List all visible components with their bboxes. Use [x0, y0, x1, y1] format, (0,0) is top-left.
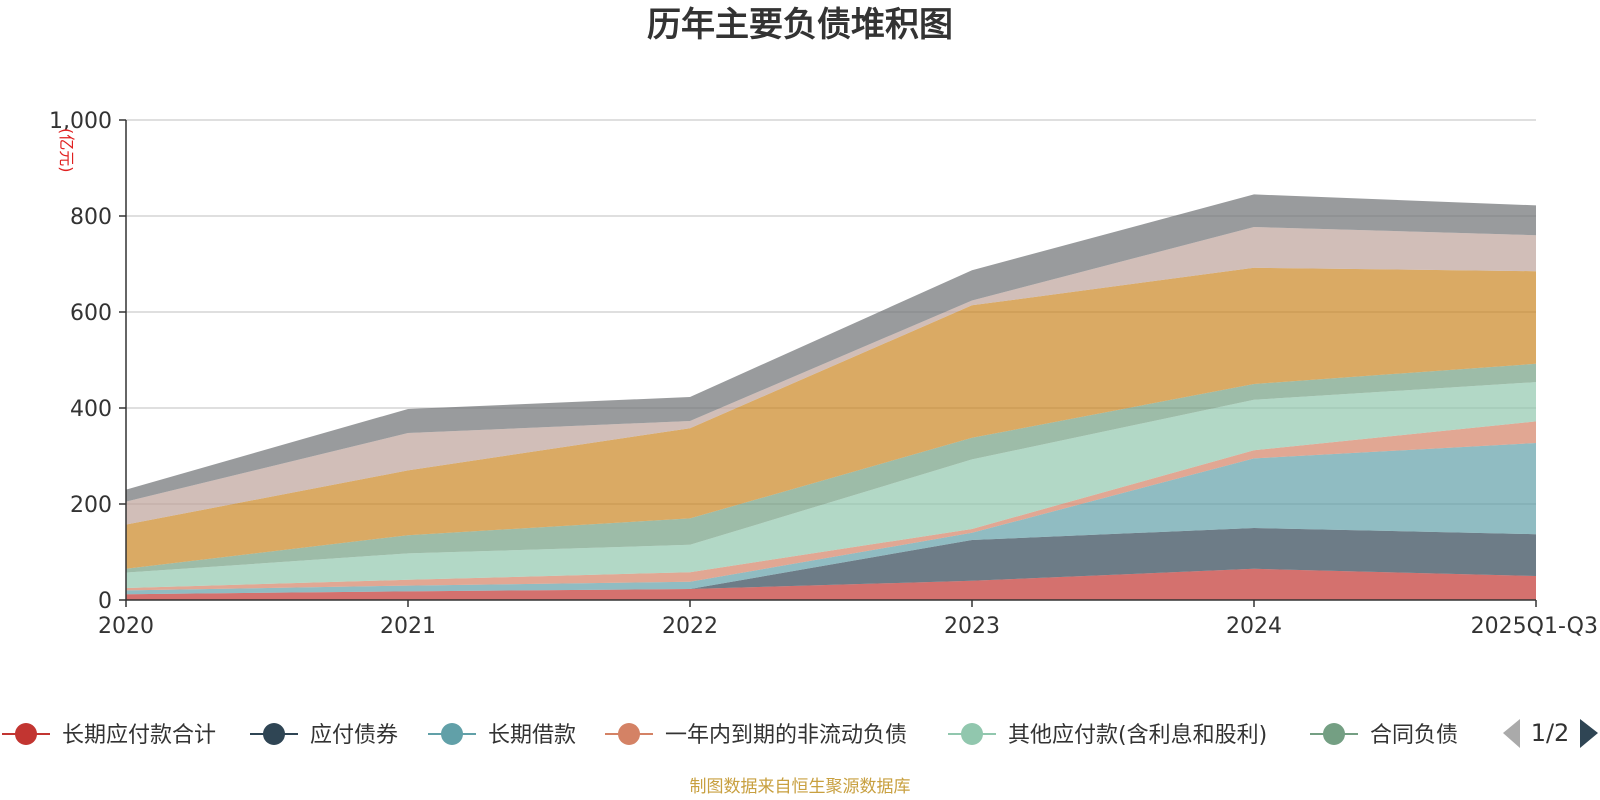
- legend-item-应付债券[interactable]: 应付债券: [250, 723, 398, 748]
- legend-label: 合同负债: [1370, 723, 1458, 748]
- chart-title: 历年主要负债堆积图: [647, 5, 953, 45]
- x-tick-label: 2020: [98, 614, 154, 639]
- y-tick-label: 400: [70, 397, 112, 422]
- legend-marker-icon: [1323, 723, 1345, 745]
- legend-label: 其他应付款(含利息和股利): [1008, 723, 1267, 748]
- legend-item-一年内到期的非流动负债[interactable]: 一年内到期的非流动负债: [605, 723, 907, 748]
- y-tick-label: 0: [98, 589, 112, 614]
- area-series-合同负债: [126, 363, 1536, 573]
- legend-pager: 1/2: [1503, 719, 1598, 748]
- legend-item-合同负债[interactable]: 合同负债: [1310, 723, 1458, 748]
- legend-prev-page-icon[interactable]: [1503, 719, 1520, 748]
- data-source-note: 制图数据来自恒生聚源数据库: [690, 777, 911, 797]
- legend-item-长期借款[interactable]: 长期借款: [428, 723, 576, 748]
- x-tick-label: 2022: [662, 614, 718, 639]
- x-tick-label: 2023: [944, 614, 1000, 639]
- y-tick-label: 600: [70, 301, 112, 326]
- area-series-应付账款: [126, 267, 1536, 569]
- area-series-其他应付款(含利息和股利): [126, 382, 1536, 588]
- y-tick-label: 800: [70, 205, 112, 230]
- legend-marker-icon: [441, 723, 463, 745]
- x-tick-label: 2025Q1-Q3: [1471, 614, 1598, 639]
- legend-label: 一年内到期的非流动负债: [665, 723, 907, 748]
- y-tick-label: 1,000: [49, 109, 112, 134]
- area-series-一年内到期的非流动负债: [126, 421, 1536, 591]
- area-series-应付债券: [126, 528, 1536, 595]
- area-series: [126, 194, 1536, 600]
- area-series-长期借款: [126, 443, 1536, 595]
- legend-next-page-icon[interactable]: [1580, 719, 1598, 748]
- legend-marker-icon: [618, 723, 640, 745]
- y-tick-label: 200: [70, 493, 112, 518]
- legend-marker-icon: [961, 723, 983, 745]
- legend-marker-icon: [15, 723, 37, 745]
- x-tick-label: 2021: [380, 614, 436, 639]
- area-series-应付票据: [126, 227, 1536, 525]
- area-series-长期应付款合计: [126, 568, 1536, 600]
- legend-label: 长期借款: [488, 723, 576, 748]
- legend-item-长期应付款合计[interactable]: 长期应付款合计: [2, 723, 216, 748]
- x-tick-label: 2024: [1226, 614, 1282, 639]
- legend-label: 长期应付款合计: [62, 723, 216, 748]
- area-series-短期借款: [126, 194, 1536, 502]
- axes: 0 200 400 600 800 1,000 2020 2021 2022 2023 2024 20…: [49, 109, 1598, 639]
- legend-item-其他应付款(含利息和股利)[interactable]: 其他应付款(含利息和股利): [948, 723, 1267, 748]
- legend-label: 应付债券: [310, 723, 398, 748]
- legend-page-indicator: 1/2: [1531, 719, 1570, 747]
- legend: 长期应付款合计 应付债券 长期借款 一年内到期的非流动负债 其他应付款(含利息和股利) 合…: [2, 723, 1458, 748]
- y-axis-unit-label: (亿元): [57, 128, 76, 173]
- legend-marker-icon: [263, 723, 285, 745]
